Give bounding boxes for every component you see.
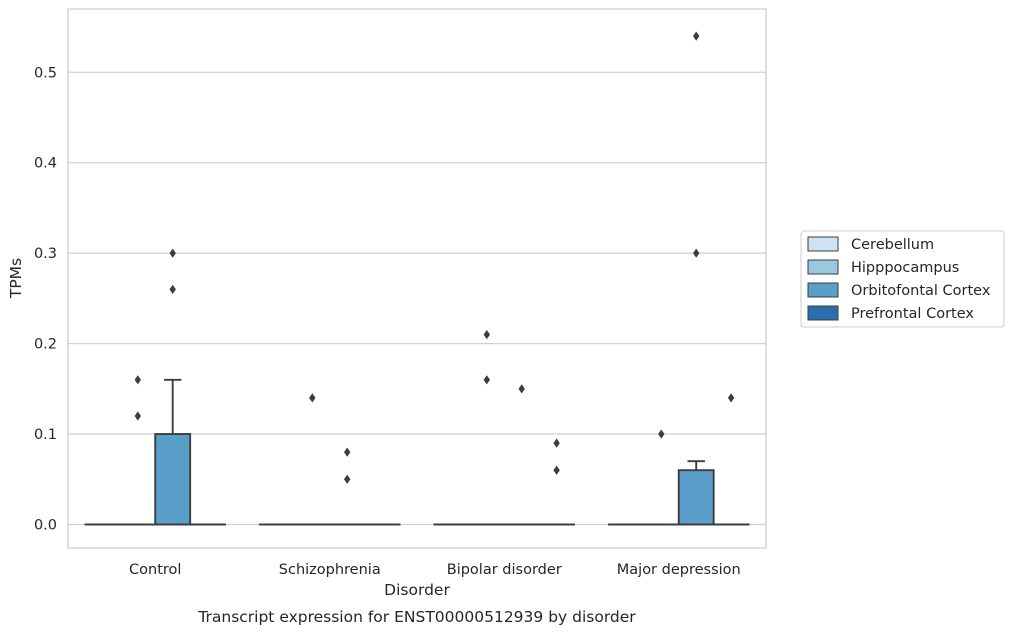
x-tick-label: Control — [129, 562, 181, 578]
box-rect — [677, 469, 715, 526]
y-tick-label: 0.4 — [34, 156, 57, 172]
legend-item: Hipppocampus — [807, 259, 959, 276]
y-tick-label: 0.2 — [34, 337, 57, 353]
outlier-marker — [169, 284, 176, 294]
legend-item: Prefrontal Cortex — [807, 305, 974, 322]
legend-swatch — [807, 259, 839, 275]
x-tick-label: Bipolar disorder — [447, 562, 562, 578]
outlier-marker — [693, 31, 700, 41]
outlier-marker — [134, 375, 141, 385]
legend-frame — [800, 230, 1005, 328]
figure-caption: Transcript expression for ENST0000051293… — [197, 608, 636, 626]
outlier-marker — [658, 429, 665, 439]
outlier-marker — [344, 474, 351, 484]
outliers — [134, 31, 735, 484]
outlier-marker — [727, 393, 735, 403]
outlier-marker — [518, 384, 525, 394]
outlier-marker — [134, 411, 141, 421]
y-tick-labels: 0.0 0.1 0.2 0.3 0.4 0.5 — [34, 65, 57, 533]
legend-swatch — [807, 305, 839, 321]
outlier-marker — [309, 393, 316, 403]
legend-label: Orbitofontal Cortex — [851, 283, 991, 299]
legend-swatch — [807, 236, 839, 252]
legend-label: Hipppocampus — [851, 260, 959, 276]
outlier-marker — [693, 248, 700, 258]
x-tick-labels: Control Schizophrenia Bipolar disorder Majo… — [129, 562, 741, 578]
y-tick-label: 0.3 — [34, 246, 57, 262]
legend-label: Prefrontal Cortex — [851, 306, 974, 322]
y-axis-title: TPMs — [7, 258, 25, 299]
legend: Cerebellum Hipppocampus Orbitofontal Corte… — [800, 230, 1005, 328]
outlier-marker — [553, 465, 560, 475]
boxes — [84, 378, 750, 526]
box-0-2 — [154, 378, 192, 526]
x-tick-label: Major depression — [617, 562, 741, 578]
outlier-marker — [344, 447, 351, 457]
outlier-marker — [553, 438, 560, 448]
outlier-marker — [169, 248, 176, 258]
box-3-2 — [677, 460, 715, 526]
legend-swatch — [807, 282, 839, 298]
y-tick-label: 0.5 — [34, 65, 57, 81]
legend-item: Orbitofontal Cortex — [807, 282, 991, 299]
y-tick-label: 0.0 — [34, 517, 57, 533]
x-tick-label: Schizophrenia — [279, 562, 381, 578]
legend-label: Cerebellum — [851, 237, 934, 253]
y-tick-label: 0.1 — [34, 427, 57, 443]
x-axis-title: Disorder — [384, 581, 450, 599]
outlier-marker — [483, 375, 490, 385]
box-rect — [154, 433, 192, 526]
outlier-marker — [483, 329, 490, 340]
legend-item: Cerebellum — [807, 236, 934, 253]
